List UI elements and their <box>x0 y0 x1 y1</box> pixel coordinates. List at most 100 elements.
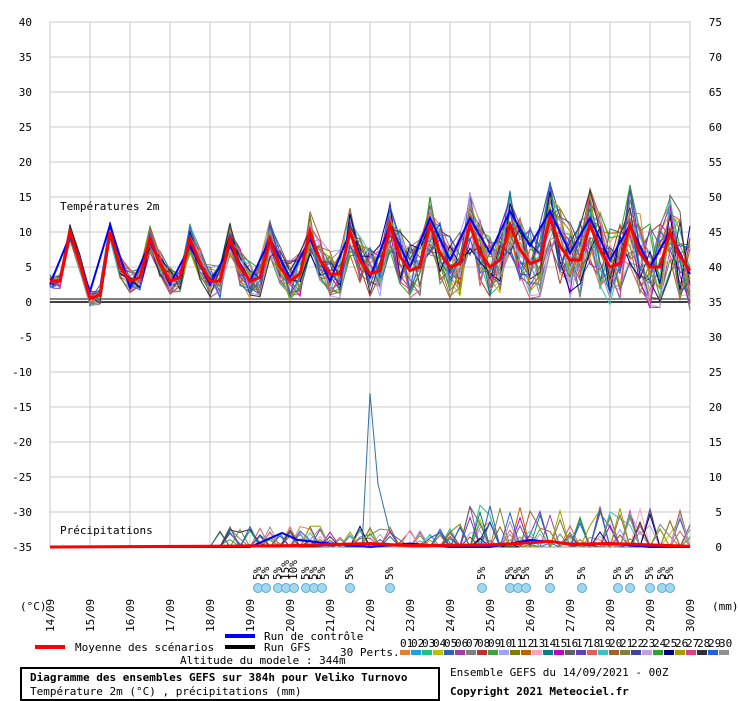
member-swatch <box>444 650 454 655</box>
x-tick-label: 20/09 <box>284 599 297 632</box>
temp-section-label: Températures 2m <box>60 200 160 213</box>
x-tick-label: 24/09 <box>444 599 457 632</box>
snow-probability-label: 5% <box>343 566 356 580</box>
member-number: 11 <box>510 637 523 650</box>
snow-icon <box>477 583 487 593</box>
chart-grid <box>49 21 691 548</box>
member-swatch <box>554 650 564 655</box>
snow-probability-label: 5% <box>511 566 524 580</box>
legend-gfs-label: Run GFS <box>264 641 310 654</box>
snow-probability-label: 5% <box>259 566 272 580</box>
right-tick-label: 65 <box>709 86 722 99</box>
member-swatch <box>719 650 729 655</box>
snow-probability-label: 5% <box>575 566 588 580</box>
member-number: 07 <box>466 637 479 650</box>
x-tick-label: 21/09 <box>324 599 337 632</box>
right-tick-label: 15 <box>709 436 722 449</box>
chart-subtitle: Température 2m (°C) , précipitations (mm… <box>30 685 302 698</box>
left-tick-label: -20 <box>12 436 32 449</box>
left-tick-label: 25 <box>19 121 32 134</box>
member-number: 12 <box>521 637 534 650</box>
member-swatch <box>598 650 608 655</box>
right-tick-label: 0 <box>715 541 722 554</box>
chart-title: Diagramme des ensembles GEFS sur 384h po… <box>30 671 408 684</box>
right-tick-label: 45 <box>709 226 722 239</box>
member-swatch <box>466 650 476 655</box>
member-number: 28 <box>697 637 710 650</box>
mean-temp-line <box>50 212 692 301</box>
left-tick-label: -35 <box>12 541 32 554</box>
member-swatch <box>565 650 575 655</box>
member-number: 24 <box>653 637 667 650</box>
snow-probability-label: 5% <box>475 566 488 580</box>
snow-icon <box>613 583 623 593</box>
legend-control-label: Run de contrôle <box>264 630 363 643</box>
mean-precip-line <box>49 539 691 549</box>
left-tick-label: 15 <box>19 191 32 204</box>
member-number: 30 <box>719 637 732 650</box>
altitude-label: Altitude du modele : 344m <box>180 654 346 667</box>
member-swatch <box>642 650 652 655</box>
snow-probability-label: 15% <box>279 560 292 580</box>
left-tick-label: -5 <box>19 331 32 344</box>
member-number: 02 <box>411 637 424 650</box>
member-number: 04 <box>433 637 447 650</box>
left-tick-label: 0 <box>25 296 32 309</box>
snow-icon <box>385 583 395 593</box>
x-tick-label: 18/09 <box>204 599 217 632</box>
precip-section-label: Précipitations <box>60 524 153 537</box>
member-number: 16 <box>565 637 578 650</box>
snow-markers: 5%5% 5%15%10% 5%5%5% 5% 5% 5% 5%5%5% 5% 5% 5% 5% 5%… <box>251 560 676 593</box>
left-tick-label: 5 <box>25 261 32 274</box>
member-number: 25 <box>664 637 677 650</box>
member-swatch <box>587 650 597 655</box>
member-number: 26 <box>675 637 688 650</box>
legend-perts-label: 30 Perts. <box>340 646 400 659</box>
member-swatch <box>521 650 531 655</box>
right-tick-label: 50 <box>709 191 722 204</box>
x-tick-label: 19/09 <box>244 599 257 632</box>
x-tick-label: 14/09 <box>44 599 57 632</box>
member-number: 14 <box>543 637 557 650</box>
copyright: Copyright 2021 Meteociel.fr <box>450 685 629 698</box>
right-tick-label: 75 <box>709 16 722 29</box>
snow-probability-label: 10% <box>287 560 300 580</box>
snow-icon <box>317 583 327 593</box>
x-tick-label: 16/09 <box>124 599 137 632</box>
snow-probability-label: 5% <box>383 566 396 580</box>
member-swatch <box>708 650 718 655</box>
member-number: 29 <box>708 637 721 650</box>
member-legend: 0102030405060708091011121314151617181920… <box>400 637 732 655</box>
member-swatch <box>653 650 663 655</box>
right-tick-label: 30 <box>709 331 722 344</box>
x-tick-label: 15/09 <box>84 599 97 632</box>
member-number: 21 <box>620 637 633 650</box>
snow-probability-label: 5% <box>655 566 668 580</box>
member-swatch <box>576 650 586 655</box>
member-swatch <box>422 650 432 655</box>
member-swatch <box>488 650 498 655</box>
snow-probability-label: 5% <box>643 566 656 580</box>
x-tick-label: 28/09 <box>604 599 617 632</box>
member-number: 06 <box>455 637 468 650</box>
right-tick-label: 35 <box>709 296 722 309</box>
x-tick-label: 29/09 <box>644 599 657 632</box>
member-number: 10 <box>499 637 512 650</box>
member-swatch <box>620 650 630 655</box>
right-tick-label: 10 <box>709 471 722 484</box>
member-swatch <box>477 650 487 655</box>
snow-icon <box>625 583 635 593</box>
member-swatch <box>455 650 465 655</box>
x-axis-labels: 14/09 15/09 16/09 17/09 18/09 19/09 20/09 21/09… <box>44 599 697 632</box>
x-tick-label: 27/09 <box>564 599 577 632</box>
left-tick-label: -15 <box>12 401 32 414</box>
snow-probability-label: 5% <box>251 566 264 580</box>
member-number: 13 <box>532 637 545 650</box>
member-swatch <box>510 650 520 655</box>
left-axis-unit: (°C) <box>20 600 47 613</box>
right-tick-label: 25 <box>709 366 722 379</box>
left-tick-label: 30 <box>19 86 32 99</box>
x-tick-label: 25/09 <box>484 599 497 632</box>
